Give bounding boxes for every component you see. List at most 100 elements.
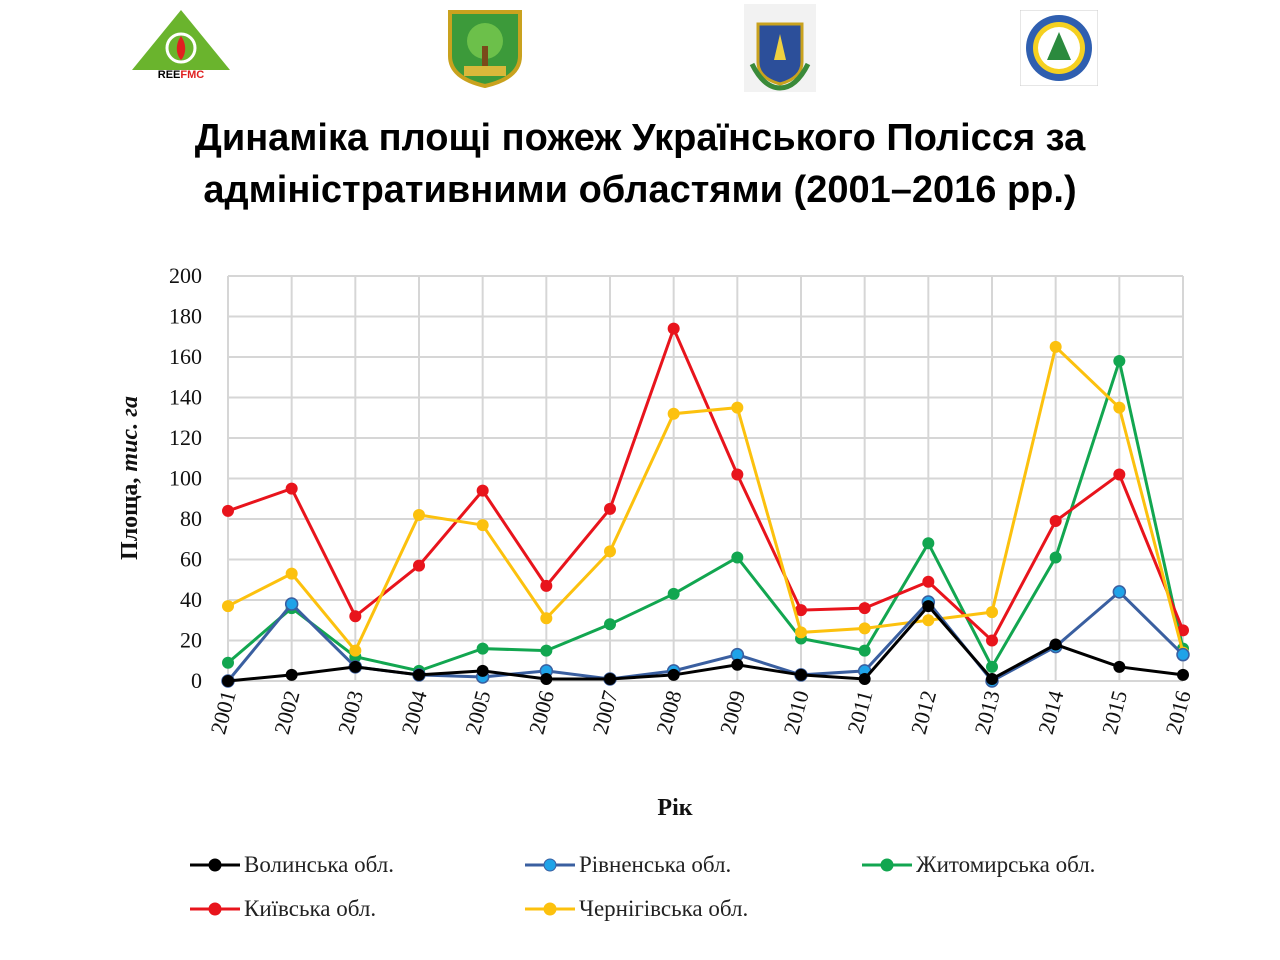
data-point <box>922 614 935 627</box>
legend-label: Рівненська обл. <box>579 852 732 877</box>
data-point <box>667 587 680 600</box>
data-point <box>222 656 234 669</box>
data-point <box>1112 585 1127 599</box>
data-point <box>1113 660 1126 673</box>
series-3 <box>222 322 1189 647</box>
legend-marker-icon <box>525 858 575 872</box>
series-line <box>227 355 1185 673</box>
series-line <box>227 343 1185 654</box>
x-tick-label: 2011 <box>842 688 877 736</box>
x-tick-label: 2003 <box>333 688 369 737</box>
legend-item: Волинська обл. <box>190 852 394 878</box>
data-point <box>540 579 553 592</box>
svg-text:REEFMC: REEFMC <box>158 69 205 80</box>
data-point <box>413 559 425 572</box>
data-point <box>1113 468 1126 481</box>
legend-marker-icon <box>525 902 575 916</box>
boyarka-logo <box>448 10 522 88</box>
data-point <box>922 537 935 550</box>
legend-item: Чернігівська обл. <box>525 896 748 922</box>
legend-marker-icon <box>862 858 912 872</box>
data-point <box>1049 340 1062 353</box>
data-point <box>858 622 871 635</box>
y-tick-label: 180 <box>169 304 202 329</box>
series-1 <box>221 585 1190 688</box>
institute-round-logo <box>1020 10 1098 86</box>
data-point <box>604 545 616 558</box>
data-point <box>731 401 744 414</box>
data-point <box>476 642 489 655</box>
data-point <box>1176 647 1190 662</box>
legend-item: Київська обл. <box>190 896 376 922</box>
y-tick-label: 120 <box>169 425 202 450</box>
x-tick-label: 2014 <box>1033 688 1069 737</box>
x-tick-label: 2015 <box>1097 688 1133 737</box>
data-point <box>1049 551 1062 564</box>
reefmc-logo: REEFMC <box>132 10 230 80</box>
legend-label: Чернігівська обл. <box>579 896 749 921</box>
legend-label: Житомирська обл. <box>916 852 1096 877</box>
y-tick-label: 80 <box>180 506 202 531</box>
data-point <box>922 575 935 588</box>
data-point <box>222 504 234 517</box>
data-point <box>795 626 807 639</box>
legend-item: Рівненська обл. <box>525 852 731 878</box>
series-lines <box>221 322 1190 688</box>
x-tick-label: 2001 <box>205 688 241 737</box>
legend-marker-icon <box>190 902 240 916</box>
y-tick-label: 160 <box>169 344 202 369</box>
data-point <box>795 668 807 681</box>
data-point <box>858 602 871 615</box>
data-point <box>1177 624 1189 637</box>
data-point <box>540 672 553 685</box>
data-point <box>285 567 298 580</box>
x-tick-label: 2012 <box>906 688 942 737</box>
data-point <box>413 508 425 521</box>
x-axis-label: Рік <box>657 795 692 821</box>
data-point <box>1049 515 1062 528</box>
data-point <box>604 672 616 685</box>
data-point <box>476 519 489 532</box>
data-point <box>667 668 680 681</box>
series-line <box>227 324 1185 643</box>
series-line <box>227 603 1184 683</box>
data-point <box>731 658 744 671</box>
data-point <box>222 675 234 687</box>
data-point <box>1049 638 1062 651</box>
y-tick-label: 140 <box>169 385 202 410</box>
data-point <box>858 672 871 685</box>
grid <box>227 275 1184 682</box>
data-point <box>349 660 362 673</box>
legend-label: Волинська обл. <box>244 852 394 877</box>
data-point <box>667 407 680 420</box>
title-line-1: Динаміка площі пожеж Українського Полісс… <box>194 117 1086 159</box>
x-tick-label: 2009 <box>715 688 751 737</box>
university-coat-of-arms-logo <box>744 4 816 92</box>
legend-marker-icon <box>190 858 240 872</box>
data-point <box>476 664 489 677</box>
data-point <box>1113 355 1126 368</box>
data-point <box>285 668 298 681</box>
data-point <box>604 502 616 515</box>
x-tick-label: 2004 <box>396 688 432 737</box>
data-point <box>540 644 553 657</box>
y-tick-label: 200 <box>169 263 202 288</box>
data-point <box>986 634 998 647</box>
series-2 <box>222 355 1189 677</box>
x-tick-label: 2010 <box>778 688 814 737</box>
page-title: Динаміка площі пожеж Українського Полісс… <box>0 112 1280 216</box>
data-point <box>349 610 362 623</box>
series-4 <box>222 340 1189 659</box>
data-point <box>986 606 998 619</box>
title-line-2: адміністративними областями (2001–2016 р… <box>203 169 1077 211</box>
data-point <box>284 597 299 611</box>
data-point <box>731 551 744 564</box>
data-point <box>986 660 998 673</box>
x-tick-label: 2008 <box>651 688 687 737</box>
y-tick-label: 100 <box>169 466 202 491</box>
x-tick-labels: 2001 2002 2003 2004 2005 2006 2007 2008 2009 2010… <box>205 688 1196 737</box>
data-point <box>1177 668 1189 681</box>
x-tick-label: 2007 <box>587 688 623 737</box>
x-tick-label: 2005 <box>460 688 496 737</box>
